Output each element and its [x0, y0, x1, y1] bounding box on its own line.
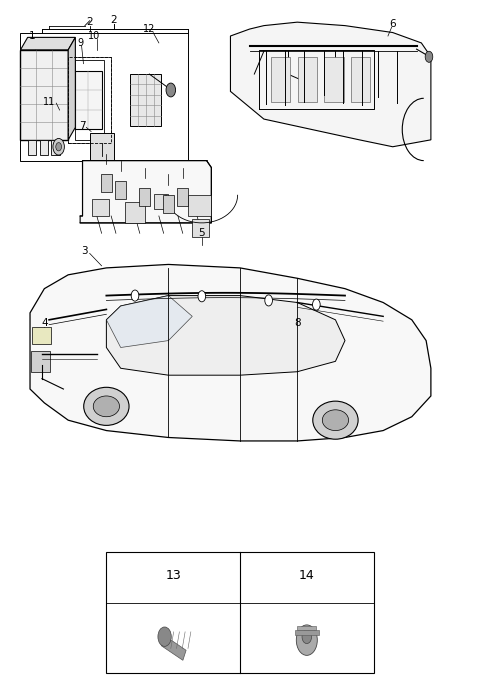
Ellipse shape — [93, 396, 120, 417]
Bar — [21, 33, 188, 161]
Text: 2: 2 — [110, 15, 117, 25]
Text: 9: 9 — [77, 38, 83, 48]
Circle shape — [56, 142, 61, 151]
Text: 10: 10 — [88, 31, 101, 41]
Bar — [68, 57, 111, 143]
Text: 6: 6 — [389, 19, 396, 28]
Circle shape — [158, 627, 171, 646]
Bar — [51, 140, 60, 155]
Bar — [21, 50, 68, 140]
Bar — [68, 57, 111, 143]
Bar — [295, 630, 319, 635]
Circle shape — [166, 83, 176, 97]
Bar — [28, 140, 36, 155]
Circle shape — [425, 51, 433, 63]
Text: 14: 14 — [299, 569, 315, 582]
Bar — [139, 188, 150, 206]
Polygon shape — [68, 38, 75, 140]
Bar — [125, 202, 144, 223]
Polygon shape — [30, 264, 431, 441]
Bar — [115, 181, 126, 199]
Bar — [161, 636, 186, 660]
Bar — [297, 626, 316, 630]
Text: 13: 13 — [165, 569, 181, 582]
Text: 2: 2 — [86, 17, 93, 27]
Polygon shape — [80, 161, 211, 223]
Text: 7: 7 — [79, 121, 86, 131]
Text: 8: 8 — [294, 318, 300, 328]
Circle shape — [131, 290, 139, 301]
Bar — [177, 188, 189, 206]
Text: 4: 4 — [41, 318, 48, 328]
Ellipse shape — [313, 401, 358, 439]
Bar — [298, 57, 317, 101]
Bar — [154, 194, 168, 209]
Text: 3: 3 — [82, 245, 88, 256]
Circle shape — [312, 299, 320, 310]
Bar — [92, 199, 109, 216]
Bar — [31, 351, 50, 372]
Bar — [107, 552, 373, 673]
Ellipse shape — [84, 387, 129, 425]
Circle shape — [265, 295, 273, 306]
Ellipse shape — [323, 410, 348, 431]
Circle shape — [198, 291, 205, 302]
Text: 1: 1 — [29, 31, 36, 41]
Polygon shape — [230, 22, 431, 147]
Bar — [351, 57, 370, 101]
Bar — [75, 60, 104, 140]
Text: 12: 12 — [143, 24, 156, 34]
Polygon shape — [107, 295, 345, 375]
Bar — [75, 71, 102, 129]
Text: 5: 5 — [199, 228, 205, 238]
Text: 11: 11 — [43, 97, 55, 107]
Bar — [163, 195, 174, 213]
Bar — [271, 57, 290, 101]
Circle shape — [53, 138, 64, 155]
Polygon shape — [21, 38, 75, 50]
Bar — [130, 74, 161, 126]
Circle shape — [296, 625, 317, 655]
Bar — [192, 220, 209, 237]
Bar — [90, 133, 114, 161]
Bar — [324, 57, 344, 101]
Bar — [33, 327, 51, 344]
Bar — [188, 195, 211, 216]
Circle shape — [302, 630, 312, 644]
Polygon shape — [107, 295, 192, 348]
Bar — [39, 140, 48, 155]
Bar — [101, 174, 112, 192]
